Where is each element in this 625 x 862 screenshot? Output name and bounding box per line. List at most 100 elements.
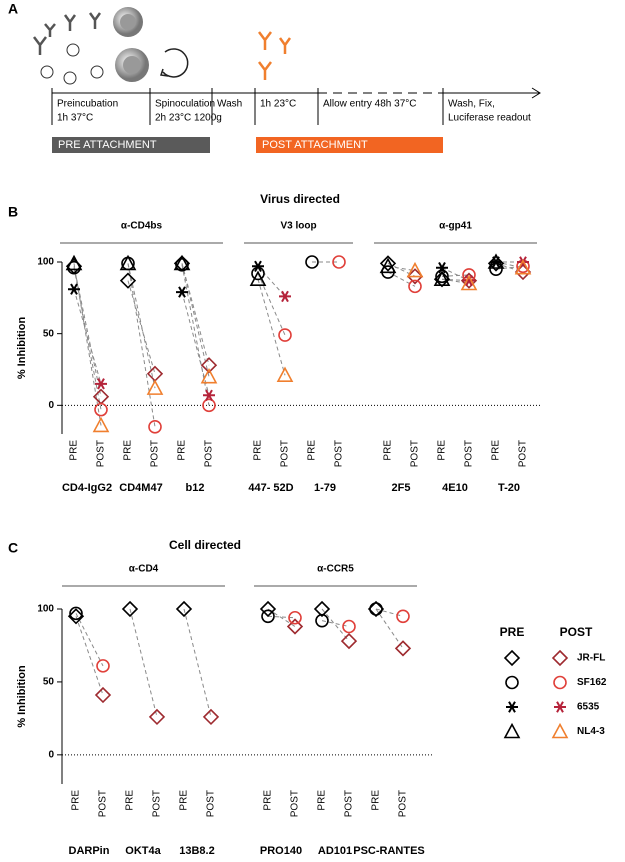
step-label: Preincubation: [57, 99, 118, 110]
post-marker: [94, 402, 108, 417]
bar-label: POST ATTACHMENT: [262, 139, 368, 151]
legend-label: SF162: [577, 677, 607, 688]
post-marker: [92, 416, 110, 433]
pre-marker: [369, 602, 383, 616]
x-tick-label: POST: [410, 440, 421, 467]
pair-line: [75, 616, 104, 696]
pair-line: [267, 615, 296, 619]
step-label: 1h 37°C: [57, 113, 93, 124]
group-label: α-CD4: [129, 564, 159, 575]
x-tick-label: POST: [206, 790, 217, 817]
x-tick-label: PRE: [177, 440, 188, 461]
step-label: Spinoculation: [155, 99, 215, 110]
post-marker: [514, 259, 532, 275]
post-marker: [408, 279, 422, 294]
pre-marker: [261, 609, 275, 624]
pre-marker: [252, 260, 264, 272]
pre-marker: [65, 254, 83, 271]
chart-title: Virus directed: [260, 192, 340, 206]
x-tick-label: PRE: [263, 790, 274, 811]
antibody-label: PRO140: [260, 845, 302, 857]
antibody-label: 447- 52D: [248, 482, 293, 494]
post-marker: [146, 379, 164, 395]
pre-marker: [249, 270, 267, 286]
x-tick-label: POST: [150, 440, 161, 467]
pair-line: [127, 263, 156, 427]
pair-line: [257, 273, 286, 336]
x-tick-label: PRE: [317, 790, 328, 811]
antibody-label: T-20: [498, 482, 520, 494]
pair-line: [181, 263, 210, 377]
y-tick-label: 50: [43, 677, 55, 688]
x-tick-label: PRE: [491, 440, 502, 461]
x-tick-label: PRE: [69, 440, 80, 461]
step-label: Allow entry 48h 37°C: [323, 99, 417, 110]
pre-marker: [487, 253, 505, 269]
legend-label: JR-FL: [577, 653, 605, 664]
x-tick-label: POST: [96, 440, 107, 467]
cell-icons: [113, 7, 189, 82]
post-marker: [463, 274, 475, 287]
post-marker: [276, 366, 294, 383]
group-label: α-CD4bs: [121, 221, 163, 232]
pre-marker: [121, 256, 135, 271]
pair-line: [495, 261, 524, 269]
post-marker: [148, 708, 166, 726]
y-tick-label: 50: [43, 328, 55, 339]
legend-pre-marker: [506, 701, 518, 713]
pair-line: [387, 271, 416, 287]
post-marker: [202, 708, 220, 726]
step-label: Wash, Fix,: [448, 99, 495, 110]
legend-header: POST: [560, 625, 593, 639]
pair-line: [127, 263, 156, 389]
x-tick-label: PRE: [307, 440, 318, 461]
pair-line: [183, 608, 212, 718]
pre-marker: [305, 255, 319, 269]
post-marker: [200, 357, 218, 374]
antibody-label: CD4M47: [119, 482, 162, 494]
pair-line: [73, 263, 102, 426]
pair-line: [257, 279, 286, 376]
pre-marker: [119, 254, 137, 271]
antibody-label: PSC-RANTES: [353, 845, 425, 857]
x-tick-label: POST: [290, 790, 301, 817]
post-marker: [95, 378, 107, 390]
pre-marker: [379, 255, 397, 272]
antibody-label: AD101: [318, 845, 352, 857]
y-axis-label: % Inhibition: [16, 317, 28, 380]
step-label: 1h 23°C: [260, 99, 296, 110]
pre-marker: [119, 272, 137, 289]
legend-pre-marker: [505, 675, 519, 690]
timeline: [51, 87, 541, 125]
y-tick-label: 0: [48, 749, 54, 760]
post-marker: [288, 610, 302, 625]
pre-marker: [489, 262, 503, 276]
step-label: Wash: [217, 99, 242, 110]
antibody-label: 2F5: [392, 482, 411, 494]
y-tick-label: 0: [48, 400, 54, 411]
pre-marker: [176, 286, 188, 298]
step-label: 2h 23°C 1200g: [155, 113, 222, 124]
x-tick-label: PRE: [253, 440, 264, 461]
post-marker: [286, 618, 304, 635]
x-tick-label: PRE: [179, 790, 190, 811]
legend-header: PRE: [500, 625, 525, 639]
pair-line: [375, 608, 404, 649]
x-tick-label: POST: [334, 440, 345, 467]
post-marker: [396, 609, 410, 624]
pair-line: [441, 274, 470, 277]
legend-post-marker: [551, 649, 569, 667]
pre-marker: [435, 269, 449, 284]
post-marker: [94, 686, 112, 704]
chart-title: Cell directed: [169, 538, 241, 552]
x-tick-label: POST: [518, 440, 529, 467]
x-tick-label: POST: [464, 440, 475, 467]
antibody-label: 1-79: [314, 482, 336, 494]
x-tick-label: POST: [344, 790, 355, 817]
group-label: α-CCR5: [317, 564, 354, 575]
antibody-label: DARPin: [69, 845, 110, 857]
post-marker: [96, 659, 110, 673]
pre-marker: [121, 600, 139, 618]
pre-marker: [433, 270, 451, 286]
